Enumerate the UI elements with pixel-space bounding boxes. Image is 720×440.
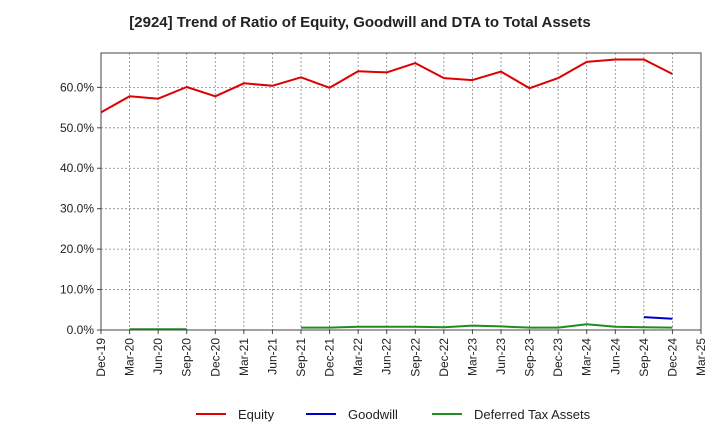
x-tick-label: Mar-25 <box>694 338 708 376</box>
y-axis: 0.0% 10.0% 20.0% 30.0% 40.0% 50.0% 60.0% <box>60 80 101 337</box>
y-tick-label: 30.0% <box>60 202 94 216</box>
x-tick-label: Mar-22 <box>351 338 365 376</box>
series-line-equity <box>100 58 673 114</box>
x-tick-label: Dec-22 <box>437 338 451 377</box>
x-tick-label: Jun-21 <box>265 338 279 375</box>
legend: Equity Goodwill Deferred Tax Assets <box>196 407 591 422</box>
x-tick-label: Jun-22 <box>380 338 394 375</box>
legend-label: Goodwill <box>348 407 398 422</box>
y-tick-label: 10.0% <box>60 283 94 297</box>
x-tick-label: Jun-20 <box>151 338 165 375</box>
x-tick-label: Jun-23 <box>494 338 508 375</box>
x-axis: Dec-19 Mar-20 Jun-20 Sep-20 Dec-20 Mar-21 Jun-… <box>94 330 708 377</box>
x-tick-label: Mar-21 <box>237 338 251 376</box>
y-tick-label: 50.0% <box>60 121 94 135</box>
x-tick-label: Dec-24 <box>665 338 679 377</box>
x-tick-label: Sep-21 <box>294 338 308 377</box>
x-tick-label: Sep-23 <box>523 338 537 377</box>
grid-lines <box>101 53 701 330</box>
x-tick-label: Jun-24 <box>608 338 622 375</box>
y-tick-label: 40.0% <box>60 161 94 175</box>
series-line-goodwill <box>643 316 673 320</box>
x-tick-label: Dec-19 <box>94 338 108 377</box>
x-tick-label: Sep-22 <box>408 338 422 377</box>
x-tick-label: Dec-20 <box>208 338 222 377</box>
y-tick-label: 0.0% <box>67 323 95 337</box>
y-tick-label: 20.0% <box>60 242 94 256</box>
x-tick-label: Dec-23 <box>551 338 565 377</box>
x-tick-label: Mar-24 <box>580 338 594 376</box>
legend-label: Equity <box>238 407 275 422</box>
x-tick-label: Dec-21 <box>323 338 337 377</box>
plot-area <box>100 52 702 331</box>
y-tick-label: 60.0% <box>60 80 94 94</box>
x-tick-label: Mar-20 <box>123 338 137 376</box>
x-tick-label: Sep-24 <box>637 338 651 377</box>
series-lines <box>100 58 673 331</box>
legend-label: Deferred Tax Assets <box>474 407 591 422</box>
x-tick-label: Mar-23 <box>465 338 479 376</box>
chart-title: [2924] Trend of Ratio of Equity, Goodwil… <box>129 14 591 31</box>
x-tick-label: Sep-20 <box>180 338 194 377</box>
series-line-deferred-tax-assets <box>301 323 673 329</box>
